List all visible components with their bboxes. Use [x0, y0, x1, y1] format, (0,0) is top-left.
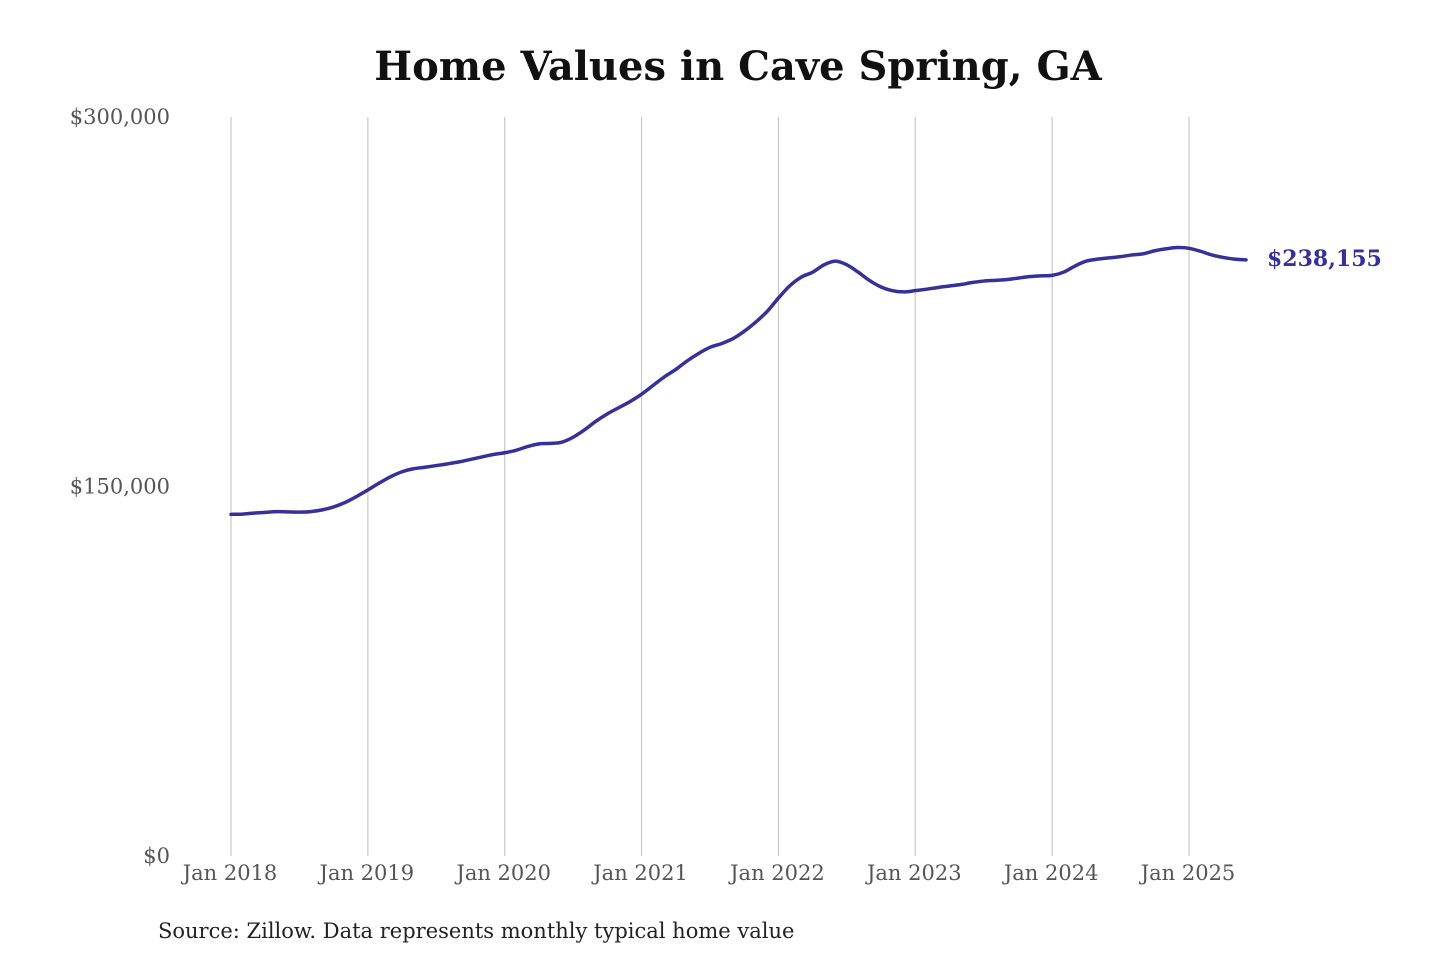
- axis-labels: Jan 2018 Jan 2019 Jan 2020 Jan 2021 Jan 2022…: [70, 105, 1236, 885]
- chart-title: Home Values in Cave Spring, GA: [374, 43, 1102, 90]
- y-tick-label: $0: [143, 844, 170, 868]
- x-tick-label: Jan 2022: [728, 861, 825, 885]
- x-tick-label: Jan 2020: [454, 861, 551, 885]
- x-tick-label: Jan 2018: [181, 861, 278, 885]
- gridlines: [230, 117, 1190, 856]
- y-tick-label: $300,000: [70, 105, 170, 129]
- x-tick-label: Jan 2025: [1139, 861, 1236, 885]
- series-layer: $238,155: [229, 245, 1382, 517]
- x-tick-label: Jan 2019: [318, 861, 415, 885]
- x-tick-label: Jan 2021: [591, 861, 688, 885]
- source-note: Source: Zillow. Data represents monthly …: [158, 919, 794, 943]
- y-tick-label: $150,000: [70, 475, 170, 499]
- x-tick-label: Jan 2024: [1002, 861, 1099, 885]
- end-value-label: $238,155: [1267, 246, 1382, 272]
- home-value-line: [229, 245, 1248, 517]
- x-tick-label: Jan 2023: [865, 861, 962, 885]
